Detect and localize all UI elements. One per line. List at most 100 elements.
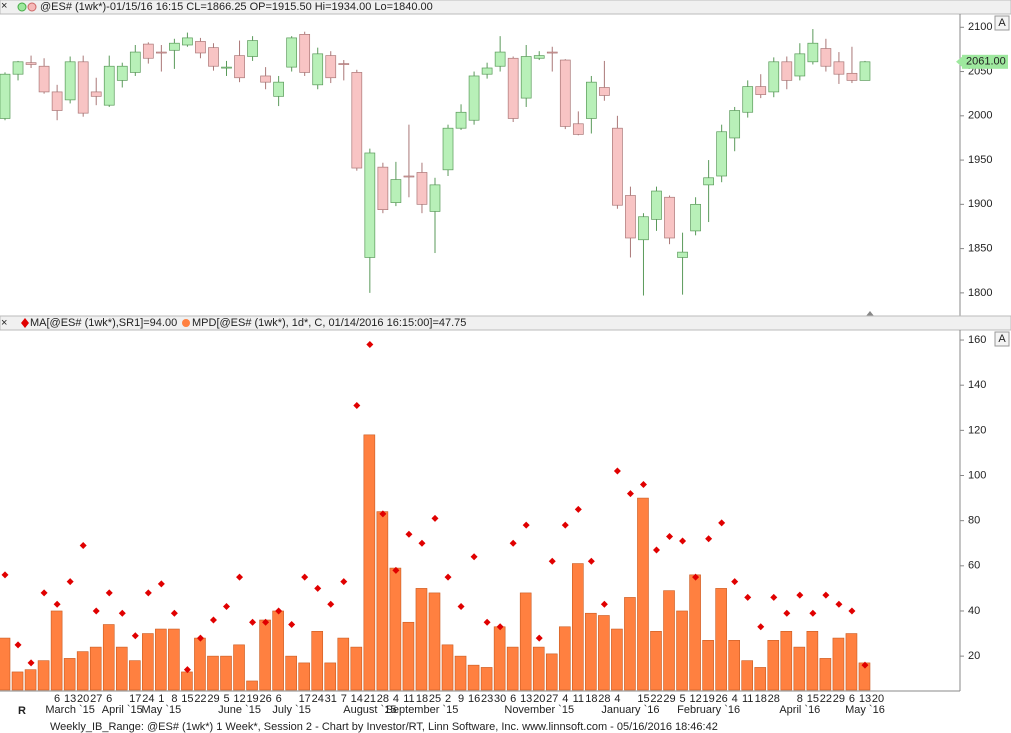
candle-body [846,72,858,81]
candle-body [755,86,767,95]
ma-point [366,341,374,349]
bar [532,646,545,691]
series-icon[interactable] [17,2,27,12]
bar [832,637,845,691]
bar [63,658,76,691]
bar [115,646,128,691]
candle-body [533,55,545,59]
ma-point [262,618,270,626]
candle-body [807,42,819,63]
x-tick-label: 18 [755,693,767,705]
candle-body [25,62,37,65]
ma-point [822,591,830,599]
x-tick-label: 14 [351,693,363,705]
ma-point [626,490,634,498]
x-month-label: April `15 [102,704,143,716]
ma-point [809,609,817,617]
candle-body [612,127,623,206]
candle-body [77,61,89,114]
candle-body [273,81,284,97]
candle-body [208,47,219,67]
bar [181,671,193,691]
candle-body [820,48,832,67]
candle-body [221,66,232,69]
candle-body [638,216,649,241]
candle-body [377,166,389,211]
ma-point [183,666,191,674]
ma-point [861,661,869,669]
ma-point [796,591,804,599]
candle-body [0,73,11,119]
candle-body [833,61,845,75]
candle-body [494,51,506,67]
footer: Weekly_IB_Range: @ES# (1wk*) 1 Week*, Se… [50,721,718,733]
bar [519,592,532,691]
bar [363,434,376,691]
ma-point [196,634,204,642]
candle-body [142,43,154,59]
logo-box [6,694,44,732]
ma-point [105,589,113,597]
scroll-marker [866,311,874,316]
x-tick-label: 16 [468,693,480,705]
x-tick-label: 29 [663,693,675,705]
ma-point [718,519,726,527]
x-month-label: April `16 [779,704,820,716]
x-tick-label: 17 [299,693,311,705]
x-tick-label: 29 [833,693,845,705]
candle-body [286,37,298,68]
x-tick-label: 30 [494,693,506,705]
bar [272,610,284,691]
ma-point [144,589,152,597]
ma-point [157,580,165,588]
candle-body [677,251,688,258]
ma-point [340,578,348,586]
x-tick-label: 6 [849,693,855,705]
x-tick-label: 1 [158,693,164,705]
close-icon[interactable]: × [1,317,7,329]
bar [702,640,714,691]
ma-point [692,573,700,581]
x-month-label: June `15 [218,704,261,716]
candle-body [690,203,701,232]
x-month-label: March `15 [45,704,95,716]
bar [780,630,793,691]
ma-point [275,607,283,615]
bar [728,640,740,691]
ma-point [392,566,400,574]
candle-body [664,196,675,239]
bar [754,667,767,691]
candle-body [338,63,350,65]
ma-point [131,632,139,640]
candle-body [559,59,571,127]
candle-body [260,75,271,83]
y-tick-label: 2100 [968,21,992,33]
ma-point [249,618,257,626]
x-tick-label: 11 [573,693,584,705]
bar [741,660,754,691]
scale-button-label[interactable]: A [998,17,1006,29]
series-icon[interactable] [27,2,37,12]
close-icon[interactable]: × [1,0,7,12]
bar [715,588,727,691]
bar [220,655,232,691]
bar [624,597,636,691]
scale-button-label[interactable]: A [998,333,1006,345]
ma-point [288,621,296,629]
x-tick-label: 27 [546,693,558,705]
ma-point [483,618,491,626]
ma-point [314,584,322,592]
bar [350,646,363,691]
ma-point [783,609,791,617]
scale-button[interactable] [994,331,1010,347]
x-tick-label: 20 [77,693,89,705]
bar [142,633,154,691]
last-price-box [962,54,1008,69]
x-tick-label: 4 [393,693,399,705]
x-tick-label: 15 [637,693,649,705]
ma-point [613,467,621,475]
x-tick-label: 4 [732,693,738,705]
scale-button[interactable] [994,15,1010,31]
bar [324,662,337,691]
